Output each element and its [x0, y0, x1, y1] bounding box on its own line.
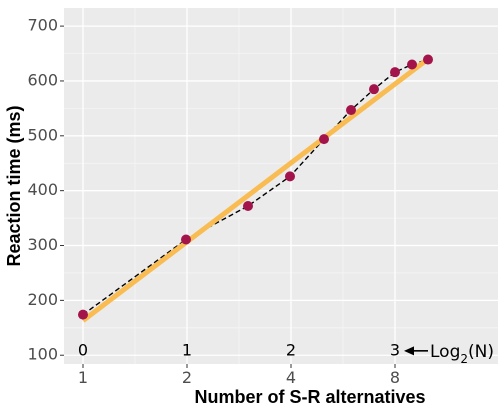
data-point [181, 234, 191, 245]
y-tick-label: 500 [27, 125, 58, 144]
y-tick-label: 100 [27, 345, 58, 364]
data-point [423, 54, 433, 65]
dashed-connector-line [82, 58, 429, 316]
y-tick-label: 200 [27, 290, 58, 309]
x-axis: 1 2 4 8 [78, 364, 400, 387]
data-point [407, 59, 417, 70]
x-tick-label: 1 [78, 368, 88, 387]
y-tick-label: 400 [27, 180, 58, 199]
log2-label-suffix: (N) [468, 342, 494, 362]
data-point [243, 201, 253, 212]
y-axis-title: Reaction time (ms) [4, 105, 24, 266]
fit-line [81, 57, 430, 323]
log2-arrow-label: Log2(N) [430, 342, 494, 366]
arrow-head [404, 346, 414, 356]
data-point [369, 84, 379, 95]
data-point [390, 67, 400, 78]
grid-minor [64, 8, 498, 364]
x-tick-label: 2 [182, 368, 192, 387]
x-axis-title: Number of S-R alternatives [194, 387, 425, 407]
x-tick-label: 8 [390, 368, 400, 387]
log2-value-label: 3 [390, 340, 400, 359]
log2-annotations: 0 1 2 3 [78, 340, 400, 359]
plot-panel [64, 8, 498, 364]
data-point [319, 134, 329, 145]
data-point [346, 105, 356, 116]
grid-major [64, 8, 498, 364]
log2-label-main: Log [430, 342, 460, 362]
y-tick-label: 700 [27, 16, 58, 35]
log2-value-label: 2 [286, 340, 296, 359]
log2-value-label: 0 [78, 340, 88, 359]
data-point [78, 309, 88, 320]
log2-label-sub: 2 [460, 351, 468, 365]
x-tick-label: 4 [286, 368, 296, 387]
log2-value-label: 1 [182, 340, 192, 359]
y-axis: 100 200 300 400 500 600 700 [27, 16, 64, 364]
data-points [78, 54, 433, 320]
log2-arrow-annotation: Log2(N) [404, 342, 494, 366]
y-tick-label: 600 [27, 70, 58, 89]
data-point [285, 171, 295, 182]
y-tick-label: 300 [27, 235, 58, 254]
